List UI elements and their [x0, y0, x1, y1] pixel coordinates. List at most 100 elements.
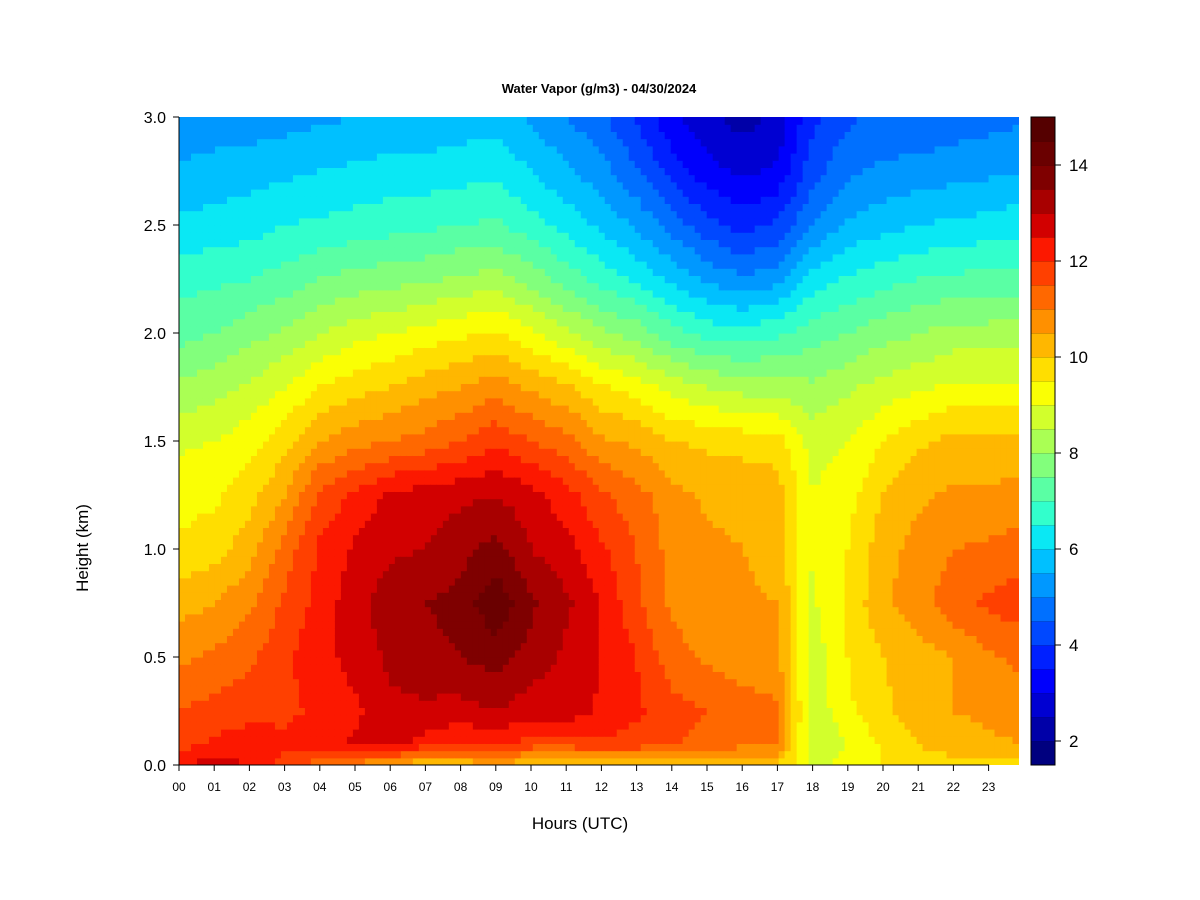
heatmap-cell [442, 189, 450, 197]
heatmap-cell [406, 577, 414, 586]
heatmap-cell [382, 174, 390, 183]
heatmap-cell [310, 491, 318, 500]
heatmap-cell [190, 405, 198, 413]
heatmap-cell [448, 441, 456, 449]
heatmap-cell [436, 426, 444, 435]
heatmap-cell [196, 556, 204, 564]
heatmap-cell [340, 513, 348, 521]
heatmap-cell [196, 685, 204, 694]
heatmap-cell [328, 153, 336, 161]
heatmap-cell [208, 138, 216, 147]
heatmap-cell [352, 678, 360, 687]
heatmap-cell [490, 138, 498, 147]
heatmap-cell [382, 325, 390, 334]
heatmap-cell [226, 433, 234, 442]
heatmap-cell [244, 347, 252, 356]
heatmap-cell [352, 210, 360, 219]
heatmap-cell [340, 570, 348, 579]
heatmap-cell [352, 462, 360, 471]
heatmap-cell [436, 477, 444, 485]
heatmap-cell [262, 577, 270, 586]
heatmap-cell [250, 203, 258, 212]
heatmap-cell [418, 628, 426, 636]
heatmap-cell [268, 203, 276, 212]
heatmap-cell [185, 707, 192, 716]
heatmap-cell [448, 664, 456, 672]
heatmap-cell [424, 621, 432, 629]
heatmap-cell [244, 232, 252, 240]
heatmap-cell [232, 671, 240, 680]
heatmap-cell [442, 592, 450, 600]
heatmap-cell [358, 678, 366, 687]
heatmap-cell [220, 225, 228, 233]
heatmap-cell [179, 520, 186, 528]
heatmap-cell [376, 131, 384, 140]
heatmap-cell [406, 369, 414, 377]
heatmap-cell [316, 333, 324, 341]
heatmap-cell [358, 347, 366, 356]
heatmap-cell [412, 354, 420, 363]
heatmap-cell [388, 664, 396, 672]
heatmap-cell [250, 613, 258, 622]
heatmap-cell [370, 642, 378, 651]
heatmap-cell [442, 160, 450, 168]
heatmap-cell [502, 174, 510, 183]
heatmap-cell [238, 426, 246, 435]
heatmap-cell [496, 412, 504, 420]
heatmap-cell [388, 340, 396, 348]
heatmap-cell [418, 714, 426, 723]
heatmap-cell [406, 153, 414, 161]
heatmap-cell [214, 297, 222, 305]
heatmap-cell [244, 505, 252, 514]
heatmap-cell [430, 232, 438, 240]
heatmap-cell [322, 513, 330, 521]
heatmap-cell [286, 477, 294, 485]
heatmap-cell [382, 117, 390, 125]
heatmap-cell [256, 585, 264, 593]
heatmap-cell [256, 750, 264, 759]
heatmap-cell [352, 426, 360, 435]
heatmap-cell [490, 613, 498, 622]
heatmap-cell [412, 405, 420, 413]
heatmap-cell [280, 369, 288, 377]
heatmap-cell [340, 599, 348, 608]
heatmap-cell [490, 361, 498, 370]
heatmap-cell [460, 325, 468, 334]
heatmap-cell [370, 232, 378, 240]
heatmap-cell [418, 160, 426, 168]
heatmap-cell [190, 462, 198, 471]
heatmap-cell [424, 635, 432, 644]
heatmap-cell [256, 577, 264, 586]
heatmap-cell [304, 333, 312, 341]
heatmap-cell [268, 239, 276, 248]
heatmap-cell [292, 491, 300, 500]
heatmap-cell [490, 311, 498, 320]
heatmap-cell [250, 397, 258, 406]
heatmap-cell [460, 268, 468, 276]
heatmap-cell [400, 304, 408, 312]
heatmap-cell [358, 743, 366, 752]
heatmap-cell [394, 275, 402, 284]
heatmap-cell [208, 124, 216, 132]
heatmap-cell [448, 268, 456, 276]
heatmap-cell [328, 412, 336, 420]
heatmap-cell [179, 189, 186, 197]
heatmap-cell [400, 354, 408, 363]
heatmap-cell [376, 577, 384, 586]
heatmap-cell [214, 599, 222, 608]
heatmap-cell [262, 505, 270, 514]
heatmap-cell [286, 613, 294, 622]
heatmap-cell [502, 282, 510, 291]
heatmap-cell [442, 289, 450, 298]
heatmap-cell [400, 685, 408, 694]
heatmap-cell [250, 693, 258, 701]
heatmap-cell [226, 491, 234, 500]
heatmap-cell [454, 153, 462, 161]
heatmap-cell [388, 743, 396, 752]
heatmap-cell [382, 613, 390, 622]
heatmap-cell [424, 304, 432, 312]
heatmap-cell [340, 203, 348, 212]
heatmap-cell [430, 261, 438, 269]
heatmap-cell [418, 448, 426, 456]
heatmap-cell [214, 534, 222, 543]
